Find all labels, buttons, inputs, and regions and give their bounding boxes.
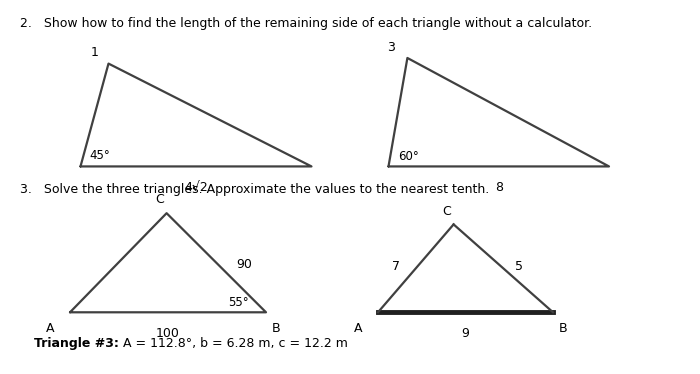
Text: Triangle #3:: Triangle #3: [34,337,127,350]
Text: 7: 7 [393,260,400,273]
Text: 100: 100 [156,327,180,340]
Text: 1: 1 [91,46,99,59]
Text: B: B [559,322,567,335]
Text: 8: 8 [495,181,503,194]
Text: 45°: 45° [89,149,110,162]
Text: 5: 5 [514,260,522,273]
Text: A: A [46,322,55,335]
Text: A = 112.8°, b = 6.28 m, c = 12.2 m: A = 112.8°, b = 6.28 m, c = 12.2 m [123,337,348,350]
Text: 90: 90 [236,258,252,271]
Text: C: C [155,193,164,206]
Text: 4√2: 4√2 [184,181,208,194]
Text: 9: 9 [461,327,470,340]
Text: A: A [354,322,363,335]
Text: 2.   Show how to find the length of the remaining side of each triangle without : 2. Show how to find the length of the re… [20,17,592,30]
Text: 3: 3 [387,41,395,54]
Text: 55°: 55° [228,295,248,309]
Text: 3.   Solve the three triangles. Approximate the values to the nearest tenth.: 3. Solve the three triangles. Approximat… [20,183,489,196]
Text: B: B [272,322,280,335]
Text: C: C [442,205,451,218]
Text: 60°: 60° [398,150,419,163]
